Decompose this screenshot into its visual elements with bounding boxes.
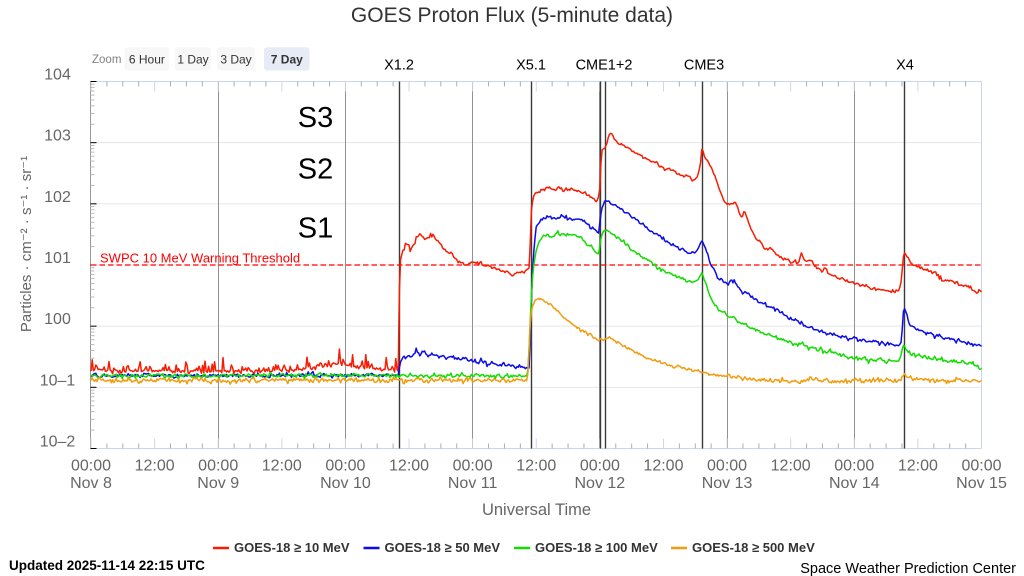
svg-text:102: 102 xyxy=(44,189,71,206)
svg-text:X5.1: X5.1 xyxy=(516,58,546,74)
svg-text:Nov 13: Nov 13 xyxy=(702,475,753,492)
svg-text:Nov 11: Nov 11 xyxy=(448,475,498,492)
svg-text:12:00: 12:00 xyxy=(262,458,302,475)
svg-text:Nov 10: Nov 10 xyxy=(320,475,371,492)
svg-text:GOES-18 ≥ 100 MeV: GOES-18 ≥ 100 MeV xyxy=(535,540,658,555)
svg-text:00:00: 00:00 xyxy=(198,458,238,475)
svg-text:GOES-18 ≥ 50 MeV: GOES-18 ≥ 50 MeV xyxy=(385,540,501,555)
svg-text:Nov 12: Nov 12 xyxy=(575,475,626,492)
svg-text:Particles · cm⁻² · s⁻¹ · sr⁻¹: Particles · cm⁻² · s⁻¹ · sr⁻¹ xyxy=(18,156,35,332)
svg-text:Nov 9: Nov 9 xyxy=(197,475,239,492)
svg-text:GOES Proton Flux (5-minute dat: GOES Proton Flux (5-minute data) xyxy=(351,4,673,27)
svg-text:GOES-18 ≥ 10 MeV: GOES-18 ≥ 10 MeV xyxy=(234,540,350,555)
svg-text:Nov 8: Nov 8 xyxy=(70,475,112,492)
svg-text:Space Weather Prediction Cente: Space Weather Prediction Center xyxy=(800,561,1016,576)
svg-text:00:00: 00:00 xyxy=(453,458,493,475)
svg-text:Zoom: Zoom xyxy=(92,54,121,66)
svg-text:1 Day: 1 Day xyxy=(177,53,208,67)
svg-text:CME3: CME3 xyxy=(684,58,724,74)
svg-text:12:00: 12:00 xyxy=(771,458,811,475)
svg-text:7 Day: 7 Day xyxy=(271,53,303,67)
svg-text:GOES-18 ≥ 500 MeV: GOES-18 ≥ 500 MeV xyxy=(692,540,815,555)
svg-text:00:00: 00:00 xyxy=(580,458,620,475)
svg-text:S2: S2 xyxy=(298,154,333,186)
svg-text:101: 101 xyxy=(44,250,71,267)
svg-text:00:00: 00:00 xyxy=(961,458,1001,475)
svg-text:104: 104 xyxy=(44,67,71,84)
svg-text:12:00: 12:00 xyxy=(135,458,175,475)
svg-text:Nov 15: Nov 15 xyxy=(956,475,1007,492)
svg-text:100: 100 xyxy=(44,311,71,328)
svg-text:S1: S1 xyxy=(298,213,333,245)
svg-text:Nov 14: Nov 14 xyxy=(829,475,880,492)
svg-text:SWPC 10 MeV Warning Threshold: SWPC 10 MeV Warning Threshold xyxy=(100,251,300,266)
svg-text:00:00: 00:00 xyxy=(71,458,111,475)
svg-text:Universal Time: Universal Time xyxy=(482,501,591,519)
svg-text:Updated 2025-11-14 22:15 UTC: Updated 2025-11-14 22:15 UTC xyxy=(9,558,205,573)
svg-text:X1.2: X1.2 xyxy=(384,58,414,74)
svg-text:X4: X4 xyxy=(896,58,914,74)
svg-text:10–2: 10–2 xyxy=(40,434,76,451)
svg-text:CME1+2: CME1+2 xyxy=(576,58,633,74)
svg-text:00:00: 00:00 xyxy=(707,458,747,475)
svg-text:12:00: 12:00 xyxy=(389,458,429,475)
svg-text:12:00: 12:00 xyxy=(643,458,683,475)
svg-text:S3: S3 xyxy=(298,102,333,134)
svg-text:00:00: 00:00 xyxy=(325,458,365,475)
svg-text:12:00: 12:00 xyxy=(516,458,556,475)
svg-text:3 Day: 3 Day xyxy=(220,53,251,67)
svg-text:103: 103 xyxy=(44,128,71,145)
svg-text:00:00: 00:00 xyxy=(834,458,874,475)
svg-text:12:00: 12:00 xyxy=(898,458,938,475)
svg-text:10–1: 10–1 xyxy=(40,372,76,389)
svg-text:6 Hour: 6 Hour xyxy=(129,53,165,67)
